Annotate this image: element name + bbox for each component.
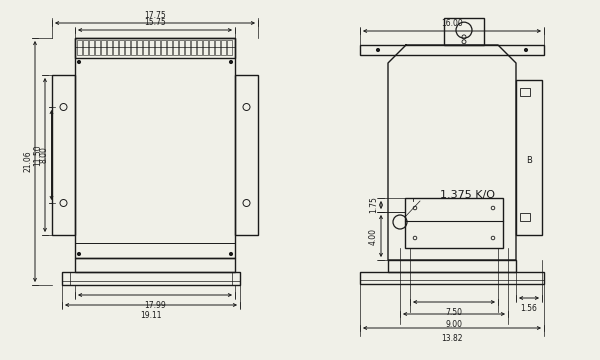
Text: 1.75: 1.75: [369, 197, 378, 213]
Bar: [62, 272, 70, 285]
Bar: [95, 40, 100, 55]
Bar: [125, 40, 130, 55]
Bar: [405, 198, 503, 248]
Text: 17.99: 17.99: [144, 301, 166, 310]
Circle shape: [524, 49, 527, 51]
Text: 19.11: 19.11: [140, 311, 162, 320]
Bar: [155, 40, 160, 55]
Circle shape: [77, 252, 80, 256]
Circle shape: [229, 60, 232, 63]
Bar: [119, 40, 124, 55]
Text: 8.00: 8.00: [40, 147, 49, 163]
Bar: [131, 40, 136, 55]
Bar: [209, 40, 214, 55]
Bar: [232, 272, 240, 285]
Bar: [191, 40, 196, 55]
Bar: [173, 40, 178, 55]
Bar: [179, 40, 184, 55]
Bar: [221, 40, 226, 55]
Bar: [113, 40, 118, 55]
Bar: [167, 40, 172, 55]
Bar: [185, 40, 190, 55]
Circle shape: [377, 49, 379, 51]
Bar: [360, 272, 544, 284]
Bar: [520, 213, 530, 221]
Bar: [227, 40, 232, 55]
Circle shape: [77, 60, 80, 63]
Text: 11.50: 11.50: [33, 144, 42, 166]
Text: B: B: [526, 156, 532, 165]
Bar: [388, 260, 516, 272]
Bar: [161, 40, 166, 55]
Bar: [197, 40, 202, 55]
Text: 15.75: 15.75: [144, 18, 166, 27]
Text: 1.375 K/O: 1.375 K/O: [440, 190, 496, 200]
Bar: [75, 38, 235, 58]
Circle shape: [229, 252, 232, 256]
Text: 21.06: 21.06: [23, 151, 32, 172]
Bar: [83, 40, 88, 55]
Bar: [520, 88, 530, 96]
Bar: [101, 40, 106, 55]
Text: 17.75: 17.75: [144, 11, 166, 20]
Bar: [516, 80, 542, 235]
Text: 16.00: 16.00: [441, 19, 463, 28]
Bar: [75, 38, 235, 258]
Bar: [444, 18, 484, 45]
Bar: [52, 75, 75, 235]
Bar: [203, 40, 208, 55]
Text: 7.50: 7.50: [445, 308, 463, 317]
Bar: [107, 40, 112, 55]
Bar: [62, 272, 240, 285]
Bar: [143, 40, 148, 55]
Bar: [235, 75, 258, 235]
Bar: [75, 258, 235, 272]
Bar: [360, 45, 544, 55]
Bar: [77, 40, 82, 55]
Text: 4.00: 4.00: [369, 228, 378, 244]
Bar: [89, 40, 94, 55]
Bar: [149, 40, 154, 55]
Text: 9.00: 9.00: [445, 320, 463, 329]
Text: 13.82: 13.82: [441, 334, 463, 343]
Bar: [215, 40, 220, 55]
Bar: [137, 40, 142, 55]
Text: 1.56: 1.56: [521, 304, 538, 313]
